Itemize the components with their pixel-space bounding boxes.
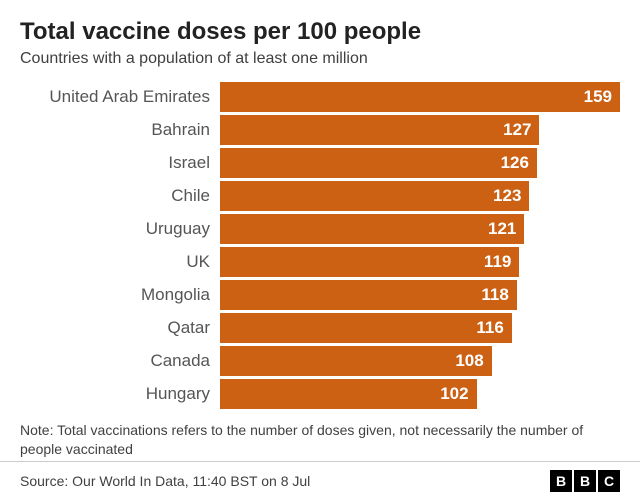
bar-track: 116 — [220, 313, 620, 343]
bar-value: 119 — [484, 252, 511, 272]
bar-row: Qatar 116 — [20, 313, 620, 343]
bar-value: 118 — [481, 285, 508, 305]
bar-label: Canada — [20, 346, 220, 376]
bar: 159 — [220, 82, 620, 112]
bar-row: Bahrain 127 — [20, 115, 620, 145]
bar-track: 159 — [220, 82, 620, 112]
logo-box-1: B — [550, 470, 572, 492]
bar-label: Qatar — [20, 313, 220, 343]
bar-label: Mongolia — [20, 280, 220, 310]
bar-track: 118 — [220, 280, 620, 310]
bar-track: 127 — [220, 115, 620, 145]
bar: 116 — [220, 313, 512, 343]
bar: 108 — [220, 346, 492, 376]
bar-row: Hungary 102 — [20, 379, 620, 409]
bar-value: 126 — [501, 153, 529, 173]
bar: 123 — [220, 181, 529, 211]
logo-box-2: B — [574, 470, 596, 492]
bar-track: 121 — [220, 214, 620, 244]
bar-track: 126 — [220, 148, 620, 178]
bar-label: Uruguay — [20, 214, 220, 244]
bar-row: UK 119 — [20, 247, 620, 277]
bar-label: Chile — [20, 181, 220, 211]
bar-label: United Arab Emirates — [20, 82, 220, 112]
chart-subtitle: Countries with a population of at least … — [20, 50, 620, 68]
bar: 126 — [220, 148, 537, 178]
bar-label: Israel — [20, 148, 220, 178]
bar: 121 — [220, 214, 524, 244]
bar: 119 — [220, 247, 519, 277]
bar-value: 127 — [503, 120, 531, 140]
bar-value: 116 — [476, 318, 503, 338]
bar-row: Chile 123 — [20, 181, 620, 211]
bar: 118 — [220, 280, 517, 310]
bar: 127 — [220, 115, 539, 145]
chart-note: Note: Total vaccinations refers to the n… — [20, 421, 600, 459]
bar-chart: United Arab Emirates 159 Bahrain 127 Israel 1… — [20, 82, 620, 409]
bar-row: United Arab Emirates 159 — [20, 82, 620, 112]
source-text: Source: Our World In Data, 11:40 BST on … — [20, 473, 310, 489]
bar-label: UK — [20, 247, 220, 277]
bar-value: 102 — [440, 384, 468, 404]
bar-value: 159 — [584, 87, 612, 107]
bar-track: 119 — [220, 247, 620, 277]
chart-title: Total vaccine doses per 100 people — [20, 18, 620, 46]
bbc-logo: B B C — [550, 470, 620, 492]
bar-label: Hungary — [20, 379, 220, 409]
bar: 102 — [220, 379, 477, 409]
bar-value: 108 — [455, 351, 483, 371]
bar-label: Bahrain — [20, 115, 220, 145]
bar-track: 108 — [220, 346, 620, 376]
bar-row: Israel 126 — [20, 148, 620, 178]
bar-value: 121 — [488, 219, 516, 239]
bar-row: Mongolia 118 — [20, 280, 620, 310]
footer: Source: Our World In Data, 11:40 BST on … — [0, 461, 640, 500]
bar-row: Uruguay 121 — [20, 214, 620, 244]
bar-value: 123 — [493, 186, 521, 206]
bar-track: 123 — [220, 181, 620, 211]
bar-row: Canada 108 — [20, 346, 620, 376]
bar-track: 102 — [220, 379, 620, 409]
logo-box-3: C — [598, 470, 620, 492]
